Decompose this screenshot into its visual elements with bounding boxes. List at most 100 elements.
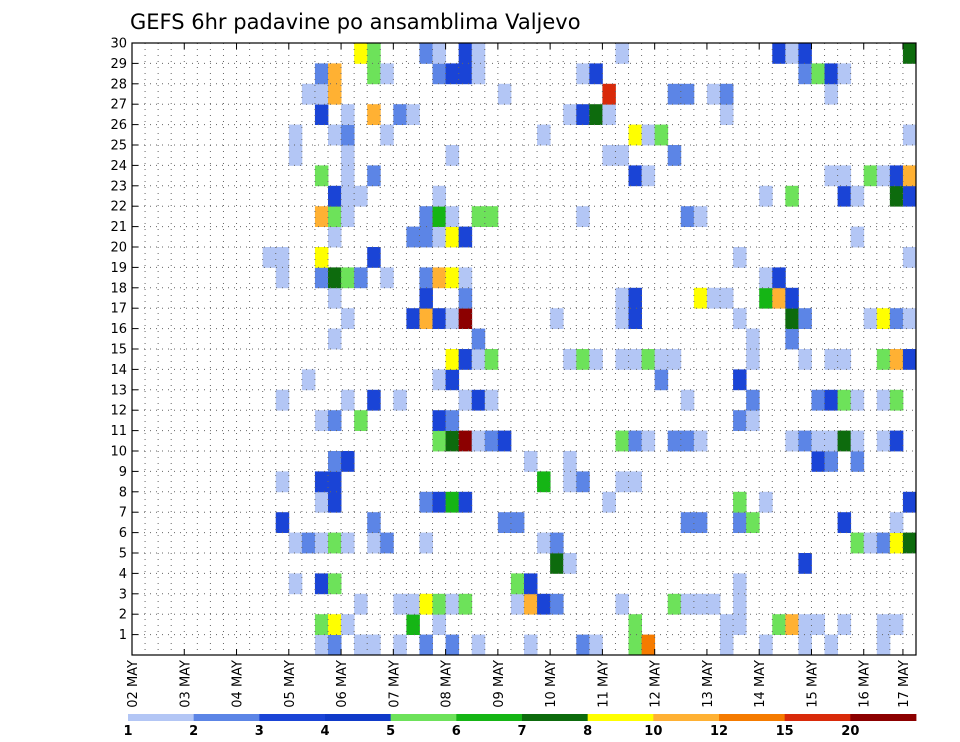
heatmap-cell	[576, 471, 590, 493]
colorbar-swatch	[653, 714, 720, 721]
colorbar-label: 1	[123, 724, 132, 739]
heatmap-cell	[837, 614, 852, 635]
heatmap-cell	[824, 165, 838, 187]
heatmap-cell	[720, 634, 734, 656]
x-tick-label: 03 MAY	[178, 660, 193, 708]
y-tick-label: 26	[110, 118, 127, 133]
heatmap-cell	[301, 532, 316, 554]
heatmap-cell	[432, 491, 446, 513]
heatmap-cell	[510, 573, 525, 595]
heatmap-cell	[550, 593, 564, 615]
heatmap-cell	[746, 410, 760, 431]
heatmap-cell	[484, 389, 499, 411]
x-tick-label: 10 MAY	[544, 660, 559, 708]
heatmap-cell	[746, 349, 760, 370]
colorbar-swatch	[587, 714, 654, 721]
heatmap-cell	[667, 430, 682, 452]
heatmap-cell	[328, 206, 342, 227]
x-tick-label: 15 MAY	[805, 660, 820, 708]
heatmap-cell	[550, 308, 564, 329]
heatmap-cell	[628, 124, 642, 146]
colorbar-swatch	[390, 714, 457, 721]
heatmap-cell	[341, 206, 355, 227]
heatmap-cell	[510, 593, 525, 615]
heatmap-cell	[563, 553, 577, 574]
y-tick-label: 18	[110, 281, 127, 296]
heatmap-cell	[458, 63, 473, 85]
heatmap-cell	[706, 287, 721, 309]
heatmap-cell	[902, 532, 917, 554]
heatmap-cell	[432, 206, 446, 227]
heatmap-cell	[720, 287, 734, 309]
heatmap-cell	[380, 532, 394, 554]
y-tick-label: 13	[110, 383, 127, 398]
heatmap-cell	[876, 349, 891, 370]
heatmap-cell	[811, 389, 825, 411]
heatmap-cell	[641, 349, 656, 370]
heatmap-cell	[328, 267, 342, 289]
heatmap-cell	[354, 267, 368, 289]
heatmap-cell	[889, 308, 904, 329]
heatmap-cell	[328, 410, 342, 431]
heatmap-cell	[328, 328, 342, 350]
heatmap-cell	[341, 308, 355, 329]
heatmap-cell	[693, 512, 708, 533]
heatmap-cell	[798, 349, 812, 370]
heatmap-cell	[628, 471, 642, 493]
heatmap-cell	[471, 430, 486, 452]
heatmap-cell	[301, 369, 316, 391]
heatmap-cell	[275, 389, 290, 411]
heatmap-cell	[667, 593, 682, 615]
colorbar-label: 10	[644, 724, 662, 739]
heatmap-cell	[314, 491, 329, 513]
heatmap-cell	[458, 491, 473, 513]
y-tick-label: 14	[110, 363, 127, 378]
heatmap-cell	[759, 491, 773, 513]
heatmap-cell	[445, 308, 460, 329]
heatmap-cell	[314, 63, 329, 85]
heatmap-cell	[445, 410, 460, 431]
heatmap-cell	[798, 553, 812, 574]
y-tick-label: 23	[110, 179, 127, 194]
heatmap-cell	[720, 104, 734, 125]
colorbar-label: 20	[841, 724, 859, 739]
y-tick-label: 22	[110, 200, 127, 215]
heatmap-cell	[837, 185, 852, 207]
heatmap-cell	[380, 267, 394, 289]
heatmap-cell	[406, 226, 420, 248]
heatmap-cell	[341, 165, 355, 187]
y-tick-label: 7	[119, 506, 127, 521]
colorbar-swatch	[259, 714, 326, 721]
heatmap-cell	[380, 124, 394, 146]
y-tick-label: 16	[110, 322, 127, 337]
heatmap-cell	[458, 267, 473, 289]
heatmap-cell	[524, 593, 538, 615]
heatmap-cell	[275, 512, 290, 533]
heatmap-cell	[419, 532, 433, 554]
heatmap-cell	[589, 349, 603, 370]
heatmap-cell	[798, 430, 812, 452]
y-tick-label: 24	[110, 159, 127, 174]
heatmap-cell	[667, 349, 682, 370]
heatmap-cell	[367, 389, 381, 411]
heatmap-cell	[850, 226, 865, 248]
y-tick-label: 5	[119, 547, 127, 562]
heatmap-cell	[589, 104, 603, 125]
heatmap-cell	[602, 145, 616, 166]
heatmap-cell	[902, 491, 917, 513]
heatmap-cell	[419, 634, 433, 656]
heatmap-cell	[328, 185, 342, 207]
heatmap-cell	[576, 104, 590, 125]
colorbar-swatch	[719, 714, 786, 721]
heatmap-cell	[654, 124, 669, 146]
x-tick-label: 08 MAY	[440, 660, 455, 708]
heatmap-cell	[471, 389, 486, 411]
heatmap-cell	[824, 63, 838, 85]
colorbar-label: 12	[710, 724, 728, 739]
colorbar-swatch	[784, 714, 851, 721]
heatmap-cell	[602, 104, 616, 125]
heatmap-cell	[445, 430, 460, 452]
y-tick-label: 12	[110, 404, 127, 419]
x-tick-label: 12 MAY	[649, 660, 664, 708]
heatmap-cell	[314, 267, 329, 289]
